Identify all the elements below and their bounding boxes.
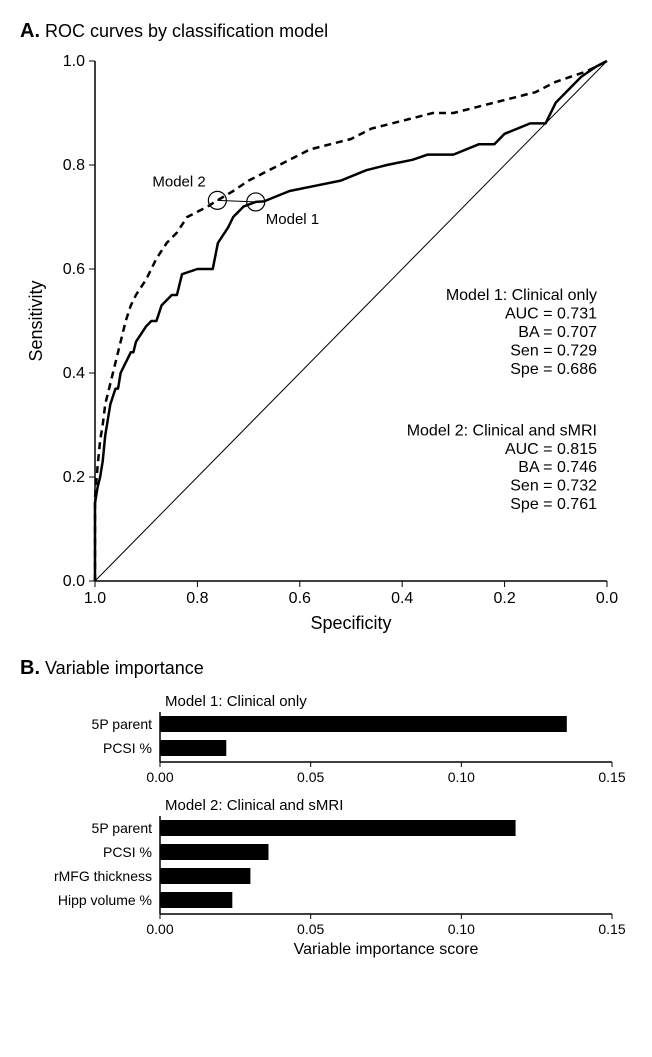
- panelB-title: B. Variable importance: [20, 657, 632, 680]
- svg-text:Variable importance score: Variable importance score: [294, 941, 479, 958]
- svg-text:Spe = 0.686: Spe = 0.686: [510, 361, 597, 378]
- var-importance-chart: Model 1: Clinical only 5P parent PCSI % 0.0…: [20, 688, 632, 969]
- svg-text:Model 2: Clinical and sMRI: Model 2: Clinical and sMRI: [407, 422, 597, 439]
- svg-text:Model 1: Model 1: [266, 211, 319, 228]
- panelA-title: A. ROC curves by classification model: [20, 20, 632, 43]
- svg-text:1.0: 1.0: [84, 590, 106, 607]
- svg-text:Specificity: Specificity: [310, 613, 391, 633]
- svg-text:0.10: 0.10: [448, 921, 475, 937]
- roc-chart: 1.0 0.8 0.6 0.4 0.2 0.0 0.0 0.2 0.4 0.6 0.8 1.0 Spec…: [20, 51, 632, 641]
- svg-text:Spe = 0.761: Spe = 0.761: [510, 496, 597, 513]
- svg-text:Model 2: Model 2: [152, 173, 205, 190]
- svg-text:0.0: 0.0: [63, 573, 85, 590]
- svg-text:Sen = 0.729: Sen = 0.729: [510, 342, 597, 359]
- svg-text:0.6: 0.6: [63, 261, 85, 278]
- panelB-title-text: Variable importance: [45, 658, 204, 678]
- panelA-title-text: ROC curves by classification model: [45, 21, 328, 41]
- svg-text:1.0: 1.0: [63, 53, 85, 70]
- svg-text:Model 2: Clinical and sMRI: Model 2: Clinical and sMRI: [165, 797, 343, 814]
- svg-text:Sen = 0.732: Sen = 0.732: [510, 478, 597, 495]
- svg-text:0.05: 0.05: [297, 921, 324, 937]
- svg-text:PCSI %: PCSI %: [103, 844, 152, 860]
- svg-text:AUC = 0.731: AUC = 0.731: [505, 306, 597, 323]
- svg-text:0.6: 0.6: [289, 590, 311, 607]
- svg-text:Model 1: Clinical only: Model 1: Clinical only: [165, 693, 307, 710]
- svg-text:0.15: 0.15: [598, 921, 625, 937]
- svg-text:0.8: 0.8: [186, 590, 208, 607]
- svg-text:BA = 0.707: BA = 0.707: [518, 324, 597, 341]
- svg-text:rMFG thickness: rMFG thickness: [54, 868, 152, 884]
- panelA-letter: A.: [20, 20, 40, 42]
- svg-text:5P parent: 5P parent: [92, 820, 153, 836]
- svg-text:0.2: 0.2: [63, 469, 85, 486]
- svg-text:0.10: 0.10: [448, 769, 475, 785]
- svg-text:Hipp volume %: Hipp volume %: [58, 892, 152, 908]
- svg-text:BA = 0.746: BA = 0.746: [518, 459, 597, 476]
- svg-text:5P parent: 5P parent: [92, 716, 153, 732]
- svg-text:0.00: 0.00: [146, 921, 173, 937]
- svg-text:0.05: 0.05: [297, 769, 324, 785]
- svg-text:0.0: 0.0: [596, 590, 618, 607]
- svg-text:0.15: 0.15: [598, 769, 625, 785]
- svg-text:0.4: 0.4: [63, 365, 85, 382]
- panelB-letter: B.: [20, 657, 40, 679]
- svg-text:0.8: 0.8: [63, 157, 85, 174]
- svg-text:0.4: 0.4: [391, 590, 413, 607]
- svg-text:PCSI %: PCSI %: [103, 740, 152, 756]
- svg-text:AUC = 0.815: AUC = 0.815: [505, 441, 597, 458]
- svg-text:0.00: 0.00: [146, 769, 173, 785]
- svg-text:Model 1: Clinical only: Model 1: Clinical only: [446, 287, 597, 304]
- svg-text:0.2: 0.2: [493, 590, 515, 607]
- svg-text:Sensitivity: Sensitivity: [26, 280, 46, 361]
